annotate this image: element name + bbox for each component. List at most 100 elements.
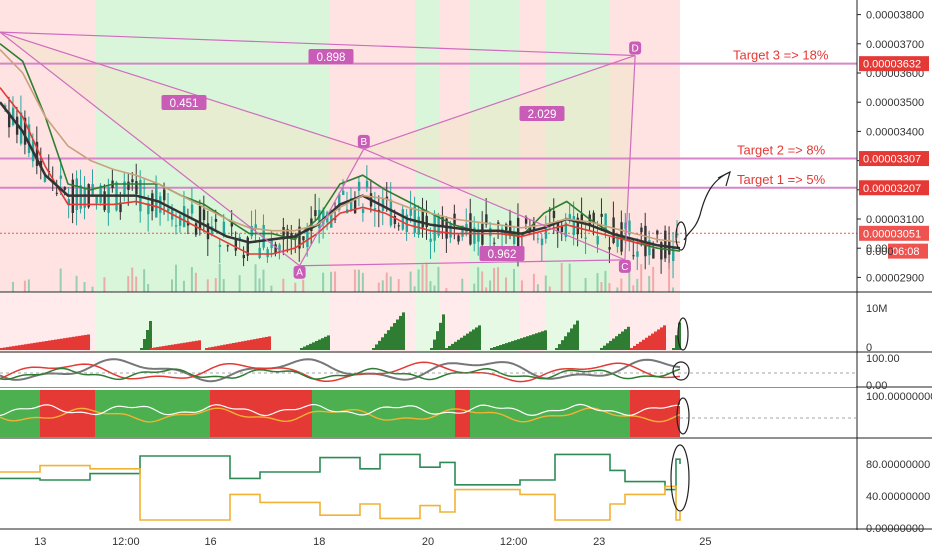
volume-bar: [433, 339, 436, 350]
ratio-label: 0.898: [317, 52, 346, 64]
candle-body: [568, 214, 572, 221]
in-price-volume-bar: [608, 283, 611, 292]
price-tag-bg: [859, 151, 929, 167]
in-price-volume-bar: [481, 271, 484, 292]
in-price-volume-bar: [174, 264, 177, 292]
volume-bar: [402, 312, 405, 350]
candle-body: [457, 235, 460, 242]
volume-bar: [520, 338, 523, 350]
x-tick-label: 18: [313, 536, 325, 548]
volume-bar: [576, 320, 579, 350]
x-tick-label: 16: [204, 536, 216, 548]
volume-bar: [69, 337, 72, 350]
volume-bar: [660, 327, 663, 350]
volume-bar: [505, 343, 508, 350]
candle-body: [254, 224, 257, 230]
candle-body: [242, 254, 245, 259]
in-price-volume-bar: [262, 269, 265, 292]
volume-bar: [564, 336, 567, 350]
candle-body: [266, 249, 269, 258]
osc2-band-4: [210, 390, 235, 437]
candle-body: [75, 178, 78, 211]
candle-body: [624, 222, 627, 230]
x-tick-label: 20: [422, 536, 434, 548]
in-price-volume-bar: [497, 267, 500, 292]
volume-bar: [162, 346, 165, 350]
candle-body: [131, 179, 134, 183]
volume-bar: [630, 348, 633, 350]
candle-body: [119, 202, 122, 213]
target-label-1: Target 1 => 5%: [737, 172, 826, 187]
candle-body: [409, 207, 412, 216]
volume-bar: [390, 326, 393, 350]
candle-body: [353, 199, 357, 214]
volume-bar: [621, 331, 624, 350]
volume-bar: [9, 346, 12, 350]
candle-body: [572, 216, 576, 235]
volume-bar: [387, 330, 390, 350]
in-price-volume-bar: [636, 278, 639, 292]
pattern-line-2: [363, 148, 626, 261]
volume-bar: [217, 345, 220, 350]
volume-bar: [262, 337, 265, 350]
pattern-line-3: [624, 55, 636, 260]
in-price-volume-bar: [544, 275, 547, 292]
candle-body: [441, 215, 444, 228]
x-tick-label: 12:00: [500, 536, 528, 548]
volume-bar: [232, 343, 235, 350]
volume-bar: [51, 340, 54, 350]
series-line-3: [0, 49, 681, 244]
volume-bar: [463, 335, 466, 350]
candle-body: [477, 230, 480, 242]
pattern-line-1: [299, 148, 365, 267]
osc2-band-8: [470, 390, 630, 437]
candle-body: [174, 225, 178, 227]
candle-body: [540, 238, 544, 246]
pattern-xab-fill: [0, 32, 364, 266]
volume-bar: [186, 342, 189, 350]
volume-bar: [321, 338, 324, 350]
candle-body: [206, 223, 210, 240]
volume-bar: [180, 343, 183, 350]
in-price-volume-bar: [489, 280, 492, 292]
candle-body: [103, 191, 106, 211]
in-price-volume-bar: [445, 287, 448, 292]
volume-bar: [517, 339, 520, 350]
volume-bar: [183, 342, 186, 350]
volume-bar: [226, 344, 229, 350]
point-D-bg: [629, 41, 642, 55]
in-price-volume-bar: [421, 264, 424, 292]
volume-bar: [381, 337, 384, 350]
volume-bar: [672, 348, 675, 350]
candle-body: [417, 216, 420, 235]
candle-body: [509, 220, 512, 235]
volume-bar: [372, 348, 375, 350]
target-label-3: Target 3 => 18%: [733, 48, 829, 63]
candle-body: [167, 208, 170, 212]
candle-body: [218, 244, 222, 247]
in-price-volume-bar: [270, 285, 273, 292]
pattern-line-5: [299, 259, 625, 267]
volume-bar: [615, 336, 618, 350]
in-price-volume-bar: [652, 266, 655, 292]
candle-body: [322, 210, 325, 225]
volume-bar: [642, 339, 645, 350]
candle-body: [628, 220, 631, 235]
in-price-volume-bar: [493, 267, 496, 292]
volume-bar: [499, 345, 502, 350]
volume-bar: [205, 348, 208, 350]
last-price-label: 0.000: [866, 246, 894, 258]
volume-bar: [256, 338, 259, 350]
osc3-green-line: [0, 453, 681, 491]
candle-body: [612, 217, 615, 243]
price-tick-label: 0.00003700: [866, 39, 924, 51]
candle-body: [147, 203, 150, 215]
volume-bar: [318, 339, 321, 350]
volume-bar: [60, 338, 63, 350]
in-price-volume-bar: [461, 278, 464, 292]
candle-body: [524, 216, 528, 224]
volume-bar: [561, 340, 564, 350]
candle-body: [178, 215, 182, 226]
volume-bar: [259, 338, 262, 350]
